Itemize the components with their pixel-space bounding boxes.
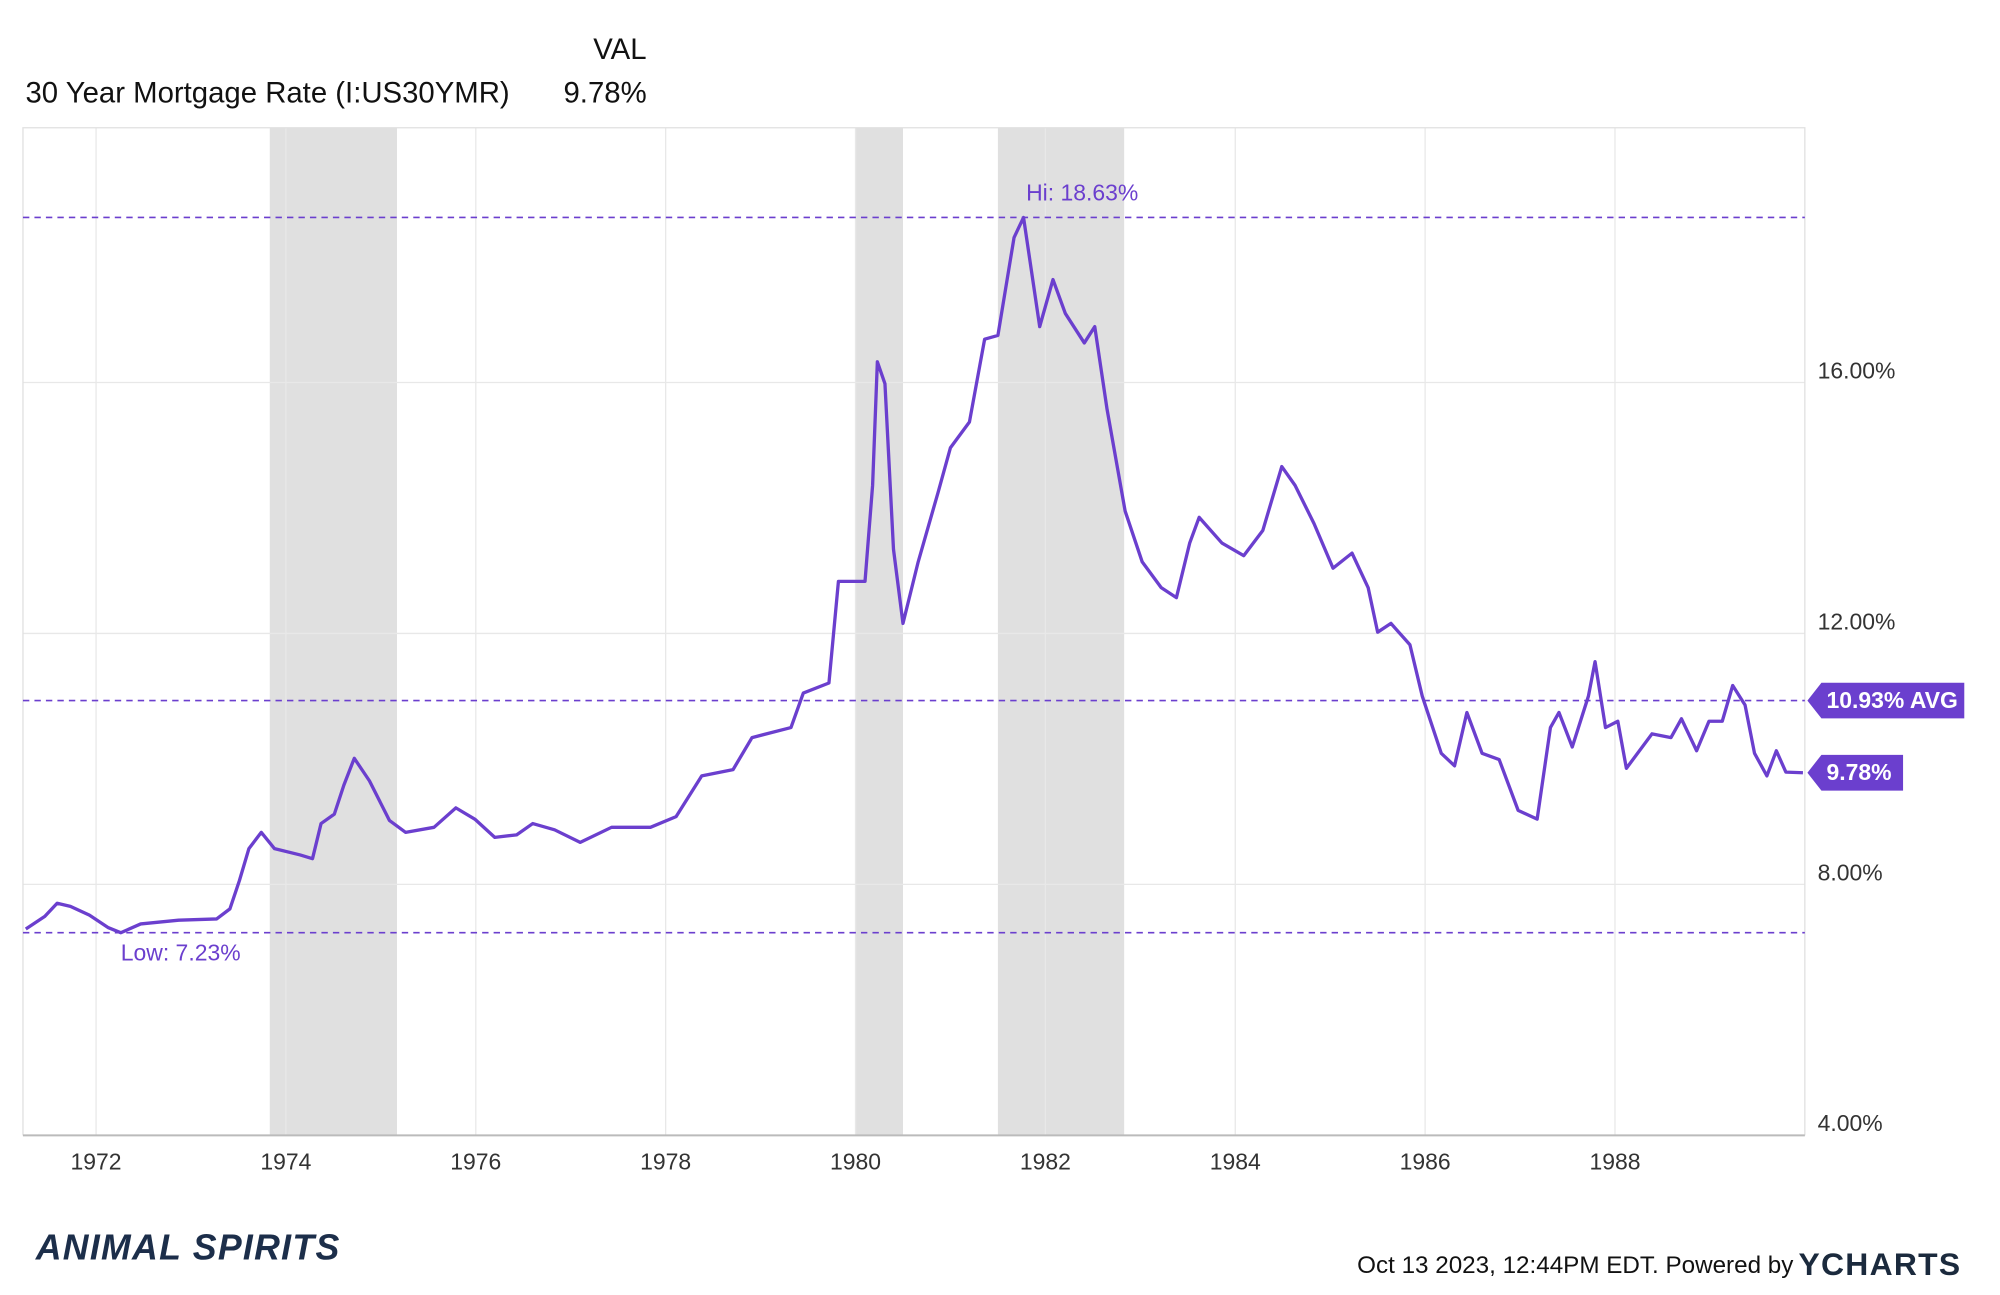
last-value-label: 9.78%: [1827, 759, 1892, 785]
x-tick-label: 1978: [640, 1149, 691, 1175]
x-tick-label: 1984: [1210, 1149, 1261, 1175]
low-label: Low: 7.23%: [121, 939, 241, 965]
y-tick-label: 12.00%: [1818, 608, 1896, 634]
value-header: VAL: [593, 33, 646, 66]
series-value: 9.78%: [564, 76, 647, 109]
x-tick-label: 1972: [71, 1149, 122, 1175]
average-label: 10.93% AVG: [1827, 687, 1958, 713]
x-tick-label: 1988: [1589, 1149, 1640, 1175]
timestamp: Oct 13 2023, 12:44PM EDT. Powered by: [1357, 1252, 1794, 1279]
plot-frame: [22, 127, 1806, 1136]
x-tick-label: 1986: [1400, 1149, 1451, 1175]
last-value-label-bg: [1807, 754, 1904, 791]
average-label-bg: [1807, 682, 1965, 719]
y-tick-label: 4.00%: [1818, 1110, 1883, 1136]
x-tick-label: 1976: [450, 1149, 501, 1175]
series-name: 30 Year Mortgage Rate (I:US30YMR): [26, 76, 510, 109]
watermark: ANIMAL SPIRITS: [35, 1228, 341, 1268]
high-label: Hi: 18.63%: [1026, 180, 1138, 206]
y-tick-label: 8.00%: [1818, 859, 1883, 885]
x-tick-label: 1982: [1020, 1149, 1071, 1175]
brand: YCHARTS: [1798, 1246, 1961, 1282]
series-line: [24, 215, 1804, 935]
x-tick-label: 1980: [830, 1149, 881, 1175]
shaded-range: [269, 127, 397, 1136]
shaded-range: [855, 127, 903, 1136]
shaded-range: [997, 127, 1125, 1136]
y-tick-label: 16.00%: [1818, 357, 1896, 383]
x-tick-label: 1974: [260, 1149, 311, 1175]
